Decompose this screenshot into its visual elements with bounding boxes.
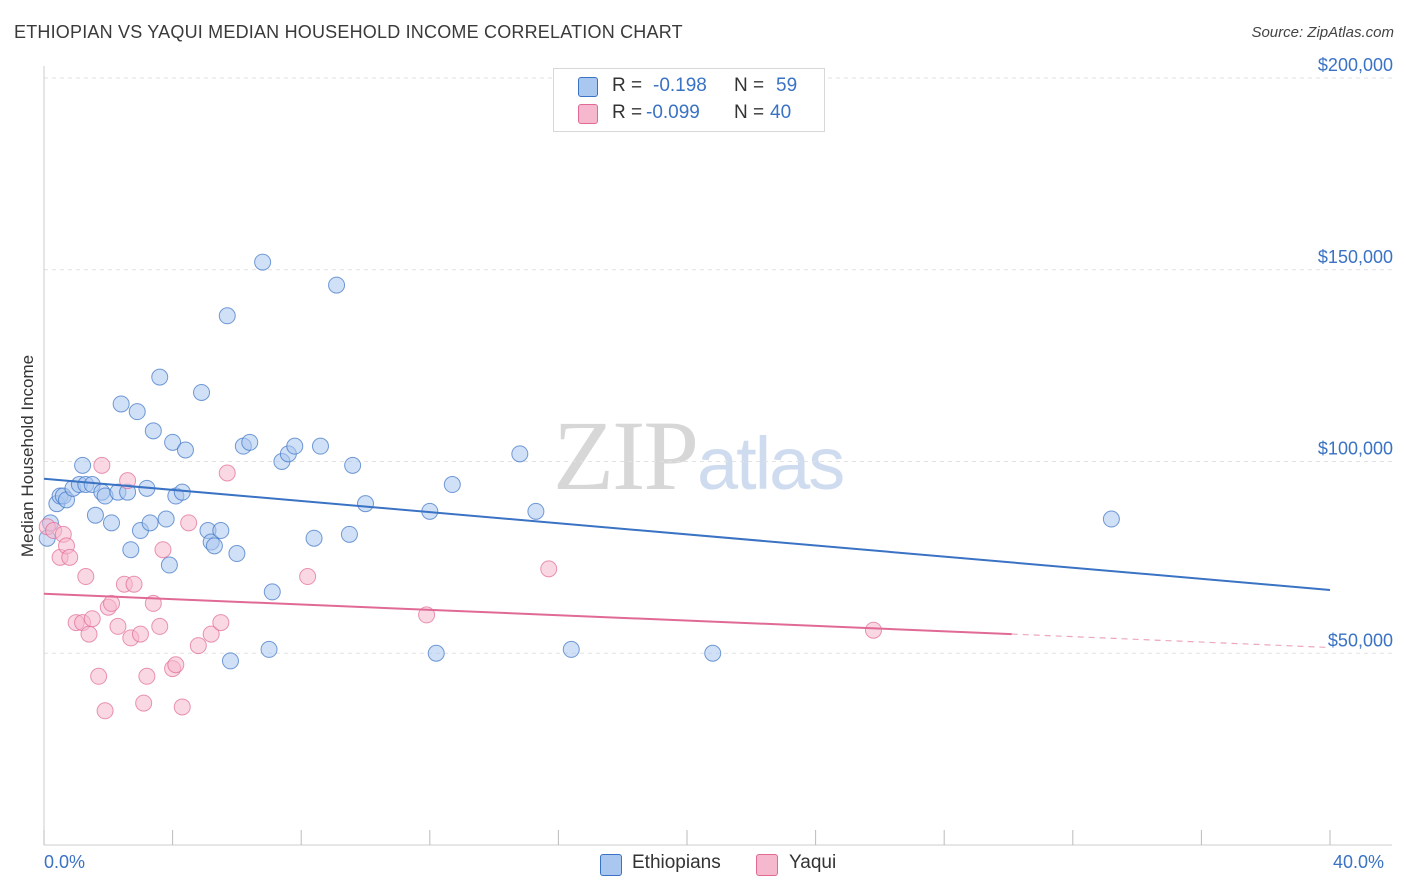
point-yaqui xyxy=(202,625,220,643)
legend-swatch-ethiopians xyxy=(578,77,598,97)
point-yaqui xyxy=(180,514,198,532)
point-yaqui xyxy=(218,464,236,482)
point-yaqui xyxy=(189,637,207,655)
legend-r-label: R = xyxy=(612,75,643,96)
y-tick-label: $50,000 xyxy=(1328,630,1393,650)
y-axis-label: Median Household Income xyxy=(18,354,37,558)
point-ethiopians xyxy=(151,368,169,386)
point-yaqui xyxy=(135,694,153,712)
point-ethiopians xyxy=(527,502,545,520)
point-ethiopians xyxy=(160,556,178,574)
x-tick-label-max: 40.0% xyxy=(1333,852,1385,872)
point-yaqui xyxy=(125,575,143,593)
point-ethiopians xyxy=(328,276,346,294)
y-tick-label: $100,000 xyxy=(1318,439,1393,459)
point-yaqui xyxy=(864,621,882,639)
legend-n-label: N = xyxy=(734,75,765,96)
point-ethiopians xyxy=(704,644,722,662)
point-ethiopians xyxy=(103,514,121,532)
point-yaqui xyxy=(151,617,169,635)
legend-r-label: R = xyxy=(612,102,643,123)
point-yaqui xyxy=(131,625,149,643)
point-ethiopians xyxy=(562,640,580,658)
point-yaqui xyxy=(103,594,121,612)
point-yaqui xyxy=(212,614,230,632)
point-ethiopians xyxy=(86,506,104,524)
point-yaqui xyxy=(83,610,101,628)
point-yaqui xyxy=(90,667,108,685)
source-label: Source: ZipAtlas.com xyxy=(1251,24,1394,41)
point-ethiopians xyxy=(212,522,230,540)
point-yaqui xyxy=(61,548,79,566)
point-ethiopians xyxy=(128,403,146,421)
point-yaqui xyxy=(80,625,98,643)
stats-legend: R = -0.198 N = 59 R = -0.099 N = 40 xyxy=(553,68,825,132)
point-yaqui xyxy=(138,667,156,685)
point-ethiopians xyxy=(218,307,236,325)
point-yaqui xyxy=(540,560,558,578)
point-ethiopians xyxy=(157,510,175,528)
point-ethiopians xyxy=(221,652,239,670)
point-ethiopians xyxy=(141,514,159,532)
point-ethiopians xyxy=(357,495,374,513)
point-ethiopians xyxy=(112,395,130,413)
point-ethiopians xyxy=(122,541,140,559)
bottom-legend-label-ethiopians: Ethiopians xyxy=(632,852,721,873)
bottom-legend-label-yaqui: Yaqui xyxy=(789,852,837,873)
point-ethiopians xyxy=(311,437,329,455)
point-yaqui xyxy=(93,456,111,474)
legend-swatch-yaqui xyxy=(578,104,598,124)
trend-line-extension-yaqui xyxy=(1011,633,1331,649)
legend-n-value: 40 xyxy=(770,102,792,123)
point-yaqui xyxy=(96,702,114,720)
point-ethiopians xyxy=(176,441,194,459)
point-ethiopians xyxy=(511,445,529,463)
point-ethiopians xyxy=(1102,510,1120,528)
trend-line-yaqui xyxy=(43,592,1012,636)
point-ethiopians xyxy=(340,525,358,543)
point-ethiopians xyxy=(427,644,445,662)
point-yaqui xyxy=(418,606,436,624)
watermark-zip: ZIP xyxy=(553,400,699,511)
point-ethiopians xyxy=(263,583,281,601)
point-ethiopians xyxy=(241,433,259,451)
point-ethiopians xyxy=(260,640,278,658)
point-ethiopians xyxy=(193,383,211,401)
bottom-legend-swatch-yaqui xyxy=(756,854,778,876)
x-tick-label-min: 0.0% xyxy=(44,852,86,872)
legend-n-value: 59 xyxy=(776,75,798,96)
bottom-legend-swatch-ethiopians xyxy=(600,854,622,876)
trend-line-ethiopians xyxy=(43,477,1331,591)
point-yaqui xyxy=(299,568,317,586)
legend-r-value: -0.099 xyxy=(646,102,700,123)
point-yaqui xyxy=(154,541,172,559)
legend-n-label: N = xyxy=(734,102,765,123)
point-ethiopians xyxy=(144,422,162,440)
point-ethiopians xyxy=(228,545,246,563)
point-ethiopians xyxy=(443,476,461,494)
point-yaqui xyxy=(167,656,185,674)
point-ethiopians xyxy=(254,253,272,271)
point-yaqui xyxy=(173,698,191,716)
point-yaqui xyxy=(77,568,95,586)
point-ethiopians xyxy=(164,433,182,451)
point-ethiopians xyxy=(74,456,92,474)
y-tick-label: $200,000 xyxy=(1318,55,1393,75)
y-tick-label: $150,000 xyxy=(1318,247,1393,267)
point-yaqui xyxy=(109,617,127,635)
point-ethiopians xyxy=(305,529,323,547)
chart-title: ETHIOPIAN VS YAQUI MEDIAN HOUSEHOLD INCO… xyxy=(14,22,683,42)
legend-r-value: -0.198 xyxy=(653,75,707,96)
point-ethiopians xyxy=(205,537,223,555)
point-ethiopians xyxy=(286,437,304,455)
watermark-atlas: atlas xyxy=(697,422,845,505)
watermark: ZIPatlas xyxy=(553,398,845,513)
point-ethiopians xyxy=(344,456,362,474)
